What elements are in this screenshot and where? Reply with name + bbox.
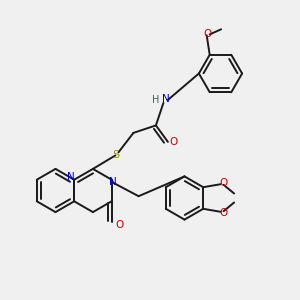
Text: S: S	[112, 150, 119, 161]
Text: N: N	[67, 172, 74, 182]
Text: O: O	[203, 29, 212, 39]
Text: O: O	[219, 178, 227, 188]
Text: H: H	[152, 95, 160, 105]
Text: N: N	[109, 177, 117, 187]
Text: O: O	[169, 137, 177, 147]
Text: O: O	[219, 208, 227, 218]
Text: N: N	[162, 94, 170, 104]
Text: O: O	[115, 220, 123, 230]
